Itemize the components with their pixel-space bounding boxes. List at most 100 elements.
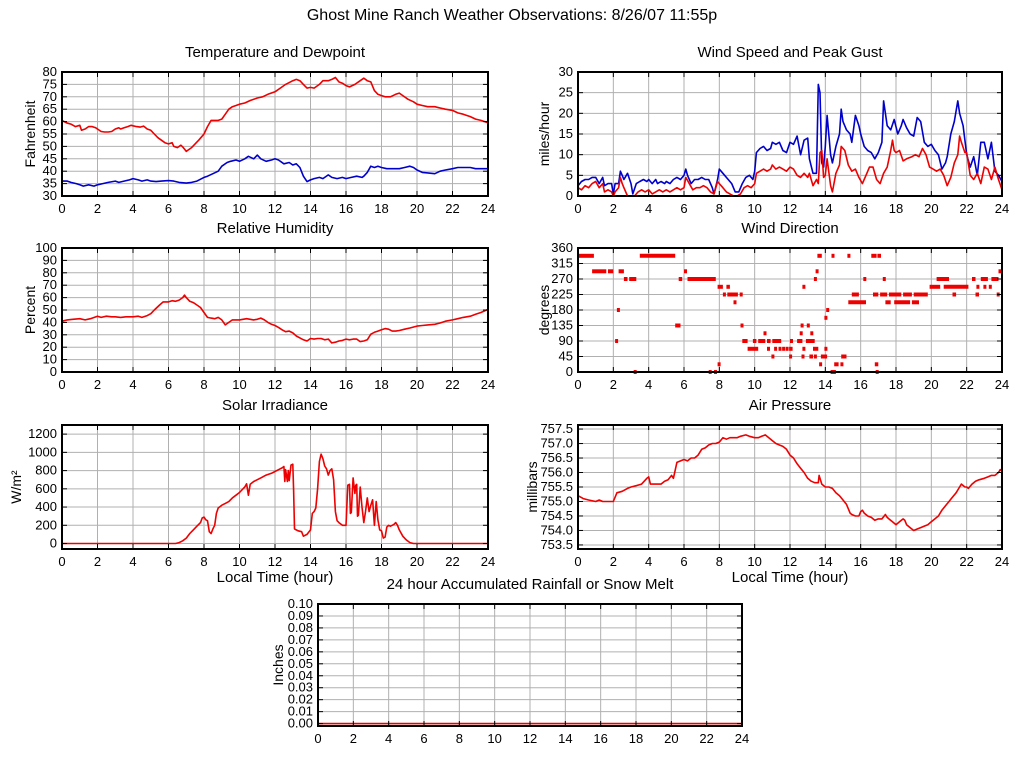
svg-text:360: 360 xyxy=(551,240,573,255)
svg-text:14: 14 xyxy=(818,201,832,216)
svg-text:100: 100 xyxy=(35,240,57,255)
svg-text:225: 225 xyxy=(551,287,573,302)
svg-text:12: 12 xyxy=(783,201,797,216)
svg-text:22: 22 xyxy=(445,377,459,392)
chart-title: 24 hour Accumulated Rainfall or Snow Mel… xyxy=(386,576,674,593)
svg-text:16: 16 xyxy=(853,201,867,216)
svg-text:0.09: 0.09 xyxy=(288,608,313,623)
svg-text:8: 8 xyxy=(200,377,207,392)
svg-text:6: 6 xyxy=(680,554,687,569)
svg-text:12: 12 xyxy=(268,554,282,569)
svg-text:70: 70 xyxy=(43,89,57,104)
svg-text:35: 35 xyxy=(43,176,57,191)
svg-text:2: 2 xyxy=(610,377,617,392)
svg-text:2: 2 xyxy=(94,201,101,216)
svg-text:24: 24 xyxy=(481,377,495,392)
svg-text:80: 80 xyxy=(43,64,57,79)
svg-text:0.02: 0.02 xyxy=(288,692,313,707)
svg-text:14: 14 xyxy=(558,731,572,746)
svg-text:315: 315 xyxy=(551,256,573,271)
svg-text:60: 60 xyxy=(43,290,57,305)
svg-text:2: 2 xyxy=(94,554,101,569)
svg-text:16: 16 xyxy=(339,554,353,569)
svg-text:270: 270 xyxy=(551,271,573,286)
svg-text:12: 12 xyxy=(268,377,282,392)
svg-text:18: 18 xyxy=(889,201,903,216)
temperature-dewpoint-plot: 0 2 4 6 8 10 12 14 16 18 20 22 243035404550556065707… xyxy=(43,64,496,216)
chart-title: Solar Irradiance xyxy=(222,397,328,414)
svg-text:20: 20 xyxy=(410,201,424,216)
svg-text:12: 12 xyxy=(523,731,537,746)
x-axis-label: Local Time (hour) xyxy=(731,569,849,586)
svg-text:6: 6 xyxy=(420,731,427,746)
svg-text:0: 0 xyxy=(566,364,573,379)
svg-text:0.05: 0.05 xyxy=(288,656,313,671)
svg-text:8: 8 xyxy=(456,731,463,746)
svg-text:0: 0 xyxy=(574,201,581,216)
svg-text:600: 600 xyxy=(35,481,57,496)
svg-text:754.0: 754.0 xyxy=(540,522,573,537)
svg-text:90: 90 xyxy=(559,333,573,348)
svg-text:12: 12 xyxy=(783,377,797,392)
svg-text:45: 45 xyxy=(559,349,573,364)
svg-text:18: 18 xyxy=(629,731,643,746)
svg-text:14: 14 xyxy=(303,554,317,569)
svg-text:50: 50 xyxy=(43,302,57,317)
svg-text:18: 18 xyxy=(889,554,903,569)
svg-text:45: 45 xyxy=(43,151,57,166)
svg-text:14: 14 xyxy=(303,201,317,216)
svg-text:14: 14 xyxy=(818,554,832,569)
chart-solar-irradiance: Solar Irradiance W/m² 0 2 4 6 8 10 12 14 16 18 20 2… xyxy=(8,397,495,586)
svg-text:15: 15 xyxy=(559,126,573,141)
svg-text:8: 8 xyxy=(716,554,723,569)
svg-text:4: 4 xyxy=(129,377,136,392)
svg-text:30: 30 xyxy=(43,327,57,342)
svg-text:60: 60 xyxy=(43,114,57,129)
svg-text:10: 10 xyxy=(559,147,573,162)
svg-text:0: 0 xyxy=(50,536,57,551)
svg-text:755.0: 755.0 xyxy=(540,493,573,508)
svg-text:2: 2 xyxy=(94,377,101,392)
chart-title: Temperature and Dewpoint xyxy=(184,44,366,61)
svg-text:18: 18 xyxy=(374,377,388,392)
svg-text:756.5: 756.5 xyxy=(540,450,573,465)
svg-text:0: 0 xyxy=(58,377,65,392)
relative-humidity-plot: 0 2 4 6 8 10 12 14 16 18 20 22 240102030405060708090… xyxy=(35,240,495,392)
svg-text:20: 20 xyxy=(410,554,424,569)
svg-text:40: 40 xyxy=(43,314,57,329)
svg-text:2: 2 xyxy=(350,731,357,746)
svg-text:10: 10 xyxy=(747,554,761,569)
svg-text:135: 135 xyxy=(551,318,573,333)
svg-text:400: 400 xyxy=(35,499,57,514)
wind-direction-plot: 0 2 4 6 8 10 12 14 16 18 20 22 240459013518022527031… xyxy=(551,240,1009,392)
x-axis-label: Local Time (hour) xyxy=(216,569,334,586)
svg-text:22: 22 xyxy=(959,554,973,569)
svg-text:24: 24 xyxy=(995,554,1009,569)
svg-text:8: 8 xyxy=(716,201,723,216)
svg-text:0: 0 xyxy=(314,731,321,746)
svg-text:22: 22 xyxy=(445,201,459,216)
svg-text:0.08: 0.08 xyxy=(288,620,313,635)
svg-text:1000: 1000 xyxy=(28,444,57,459)
svg-text:6: 6 xyxy=(165,201,172,216)
svg-text:18: 18 xyxy=(889,377,903,392)
svg-text:6: 6 xyxy=(165,377,172,392)
svg-text:10: 10 xyxy=(487,731,501,746)
svg-text:0: 0 xyxy=(566,188,573,203)
svg-text:0: 0 xyxy=(574,554,581,569)
svg-text:12: 12 xyxy=(268,201,282,216)
chart-rainfall: 24 hour Accumulated Rainfall or Snow Mel… xyxy=(270,576,749,746)
svg-text:10: 10 xyxy=(232,201,246,216)
svg-text:6: 6 xyxy=(165,554,172,569)
svg-text:75: 75 xyxy=(43,76,57,91)
svg-text:10: 10 xyxy=(747,201,761,216)
chart-title: Wind Speed and Peak Gust xyxy=(697,44,883,61)
svg-text:20: 20 xyxy=(924,377,938,392)
svg-text:1200: 1200 xyxy=(28,426,57,441)
svg-text:0.01: 0.01 xyxy=(288,704,313,719)
svg-text:5: 5 xyxy=(566,167,573,182)
